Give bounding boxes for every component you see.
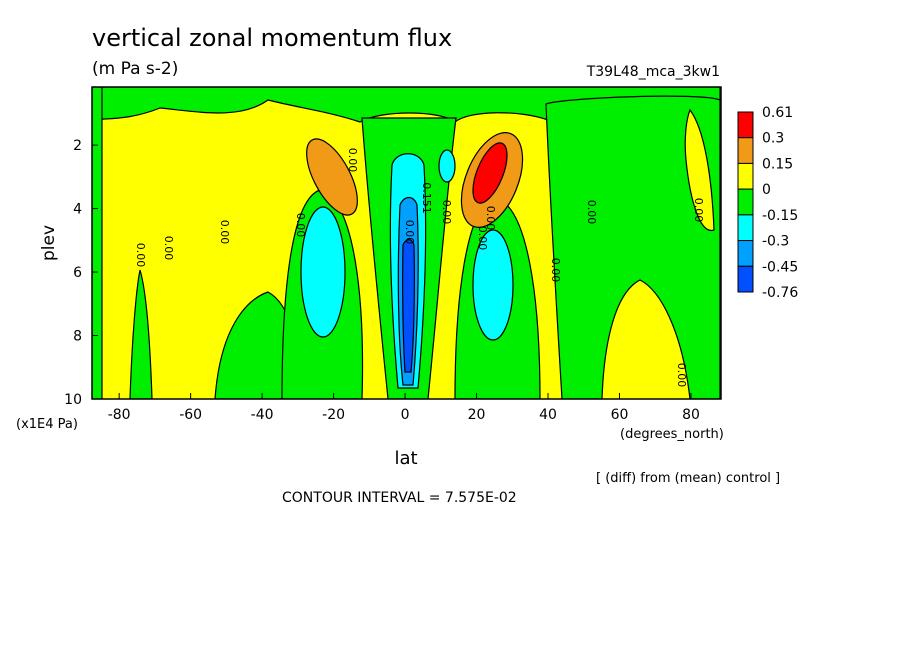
y-tick-label: 10: [64, 392, 82, 408]
x-tick-label: 60: [611, 407, 629, 423]
field-region: [472, 229, 514, 341]
contour-label: 0.00: [162, 236, 175, 261]
x-tick-label: 80: [682, 407, 700, 423]
field-region: [402, 239, 415, 373]
chart-subtitle: (m Pa s-2): [92, 59, 178, 79]
colorbar-box: [737, 265, 754, 293]
contour-interval: CONTOUR INTERVAL = 7.575E-02: [282, 490, 517, 506]
colorbar-label: 0.15: [762, 156, 793, 172]
contour-label: 0.00: [585, 200, 598, 225]
x-tick-label: -60: [179, 407, 202, 423]
field-region: [438, 149, 456, 183]
y-tick-label: 8: [73, 329, 82, 345]
field-region: [129, 269, 153, 399]
contour-label: 0.00: [476, 226, 489, 251]
x-tick-label: 40: [539, 407, 557, 423]
y-axis-label: plev: [39, 225, 59, 261]
contour-label: 0.00: [549, 258, 562, 283]
contour-label: 0.00: [218, 220, 231, 245]
contour-label: 0.00: [675, 363, 688, 388]
x-tick-label: -20: [322, 407, 345, 423]
colorbar-box: [737, 162, 754, 190]
x-axis-label: lat: [394, 448, 417, 469]
colorbar-label: -0.15: [762, 208, 798, 224]
colorbar-label: -0.76: [762, 285, 798, 301]
contour-label: 0.00: [134, 243, 147, 268]
contour-label: 0.00: [484, 206, 497, 231]
colorbar-label: -0.3: [762, 234, 789, 250]
field-region: [92, 87, 103, 399]
colorbar-box: [737, 137, 754, 164]
y-tick-label: 4: [73, 202, 82, 218]
colorbar-label: -0.45: [762, 259, 798, 275]
x-tick-label: 20: [468, 407, 486, 423]
colorbar-label: 0: [762, 182, 771, 198]
colorbar-label: 0.61: [762, 105, 793, 121]
dataset-label: T39L48_mca_3kw1: [586, 64, 720, 80]
y-tick-label: 6: [73, 265, 82, 281]
contour-label: 0.151: [420, 182, 433, 214]
y-tick-label: 2: [73, 138, 82, 154]
colorbar-box: [737, 111, 754, 139]
colorbar-box: [737, 240, 754, 267]
contour-label: 0.00: [294, 213, 307, 238]
contour-label: 0.00: [346, 148, 359, 173]
x-tick-label: -80: [108, 407, 131, 423]
x-tick-label: 0: [401, 407, 410, 423]
x-units: (degrees_north): [620, 427, 724, 442]
colorbar-box: [737, 188, 754, 216]
field-region: [545, 95, 721, 399]
colorbar-label: 0.3: [762, 131, 784, 147]
field-region: [300, 206, 346, 338]
field-region: [472, 142, 508, 204]
contour-field: [92, 87, 721, 399]
contour-label: 0.00: [403, 220, 416, 245]
note: [ (diff) from (mean) control ]: [596, 471, 780, 486]
field-region: [306, 138, 358, 216]
x-tick-label: -40: [251, 407, 274, 423]
chart-title: vertical zonal momentum flux: [92, 24, 452, 52]
field-region: [684, 108, 715, 231]
contour-label: 0.00: [692, 198, 705, 223]
plot-frame: [91, 86, 722, 400]
colorbar-box: [737, 214, 754, 242]
y-units: (x1E4 Pa): [16, 417, 78, 432]
contour-label: 0.00: [440, 200, 453, 225]
